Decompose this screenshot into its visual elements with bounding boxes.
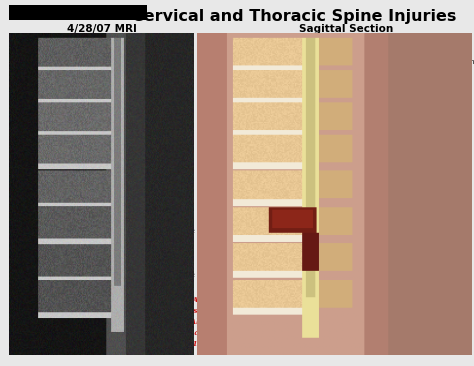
Text: T1 compression
fracture: T1 compression fracture — [139, 250, 194, 263]
Text: These Images Are Copyrighted
By Amicus Visual Solutions.
Copyright Law Allows A : These Images Are Copyrighted By Amicus V… — [129, 296, 264, 348]
Text: C7-T1
ligamentum
flavum
disruption: C7-T1 ligamentum flavum disruption — [414, 155, 456, 182]
Text: C3-4 ligamentum
flavum thinning: C3-4 ligamentum flavum thinning — [414, 59, 474, 72]
Text: T3: T3 — [55, 329, 68, 337]
Text: 4/28/07 MRI: 4/28/07 MRI — [67, 24, 137, 34]
Text: Sagittal Section: Sagittal Section — [299, 24, 393, 34]
Text: C4: C4 — [55, 100, 68, 109]
Text: C6: C6 — [55, 171, 68, 180]
Text: T1: T1 — [233, 243, 246, 251]
Text: C7: C7 — [55, 208, 68, 217]
Text: © 2009 Amicus Visual Solutions: © 2009 Amicus Visual Solutions — [387, 349, 472, 354]
Text: T1 endplate
contusion: T1 endplate contusion — [153, 228, 194, 241]
Text: C5: C5 — [55, 135, 68, 143]
Text: T2: T2 — [233, 283, 246, 292]
Bar — [9, 5, 147, 20]
Text: Intervertebral
disc: Intervertebral disc — [146, 118, 194, 131]
Text: Epidural
hematoma in
C7-T1 area: Epidural hematoma in C7-T1 area — [148, 195, 194, 215]
Text: T1: T1 — [55, 246, 68, 255]
Text: C4: C4 — [233, 102, 246, 111]
Text: T2: T2 — [55, 288, 68, 297]
Text: C5: C5 — [233, 137, 246, 145]
Text: Cervical and Thoracic Spine Injuries: Cervical and Thoracic Spine Injuries — [132, 9, 456, 24]
Text: C7: C7 — [233, 206, 246, 215]
Text: C3: C3 — [55, 71, 68, 79]
Text: C3: C3 — [233, 71, 246, 79]
Text: Spinal cord
within thecal
sac: Spinal cord within thecal sac — [149, 147, 194, 167]
Text: Extensive soft
tissue edema
and hemorrhage: Extensive soft tissue edema and hemorrha… — [414, 100, 472, 120]
Text: C6: C6 — [233, 171, 246, 180]
Text: Vertebral
body: Vertebral body — [163, 67, 194, 80]
Text: T1 endplate
contusion: T1 endplate contusion — [153, 272, 194, 285]
Text: T2 endplate
contusion: T2 endplate contusion — [153, 295, 194, 309]
